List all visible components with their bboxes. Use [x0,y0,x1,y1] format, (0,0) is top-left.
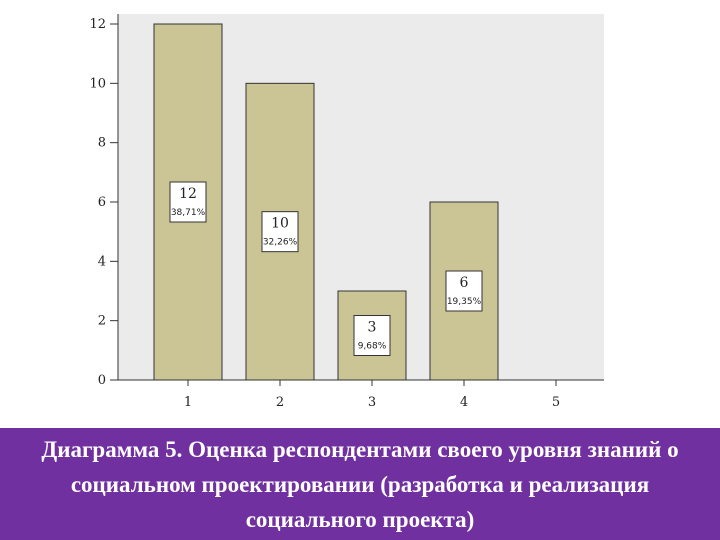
data-label-count: 6 [460,275,469,291]
data-label-box [353,315,391,356]
bar-chart: 0 2 4 6 8 10 12 1 12 38,71% 2 10 32,26% 3 3 9,68% 4 6 19,3… [89,14,604,410]
data-label-percent: 19,35% [447,297,482,307]
data-label-box [169,181,207,223]
data-label-count: 10 [271,216,289,232]
data-label-percent: 38,71% [171,208,206,218]
y-tick-label: 0 [98,373,106,388]
y-tick-label: 2 [98,314,106,329]
x-tick-label: 2 [276,395,284,410]
data-label-count: 12 [179,186,197,202]
chart-caption: Диаграмма 5. Оценка респондентами своего… [41,436,679,532]
data-label-percent: 9,68% [358,342,387,352]
y-tick-label: 12 [89,17,106,32]
y-tick-label: 10 [89,76,106,91]
x-tick-label: 4 [460,395,468,410]
x-tick-label: 5 [552,395,560,410]
chart-canvas: 0 2 4 6 8 10 12 1 12 38,71% 2 10 32,26% 3 3 9,68% 4 6 19,3… [89,14,604,410]
x-tick-label: 1 [184,395,192,410]
y-tick-label: 6 [98,195,106,210]
y-tick-label: 4 [98,254,106,269]
x-tick-label: 3 [368,395,376,410]
data-label-box [445,270,483,312]
data-label-count: 3 [368,320,377,336]
caption-band: Диаграмма 5. Оценка респондентами своего… [0,428,720,540]
data-label-box [261,211,299,253]
y-tick-label: 8 [98,136,106,151]
data-label-percent: 32,26% [263,238,298,248]
